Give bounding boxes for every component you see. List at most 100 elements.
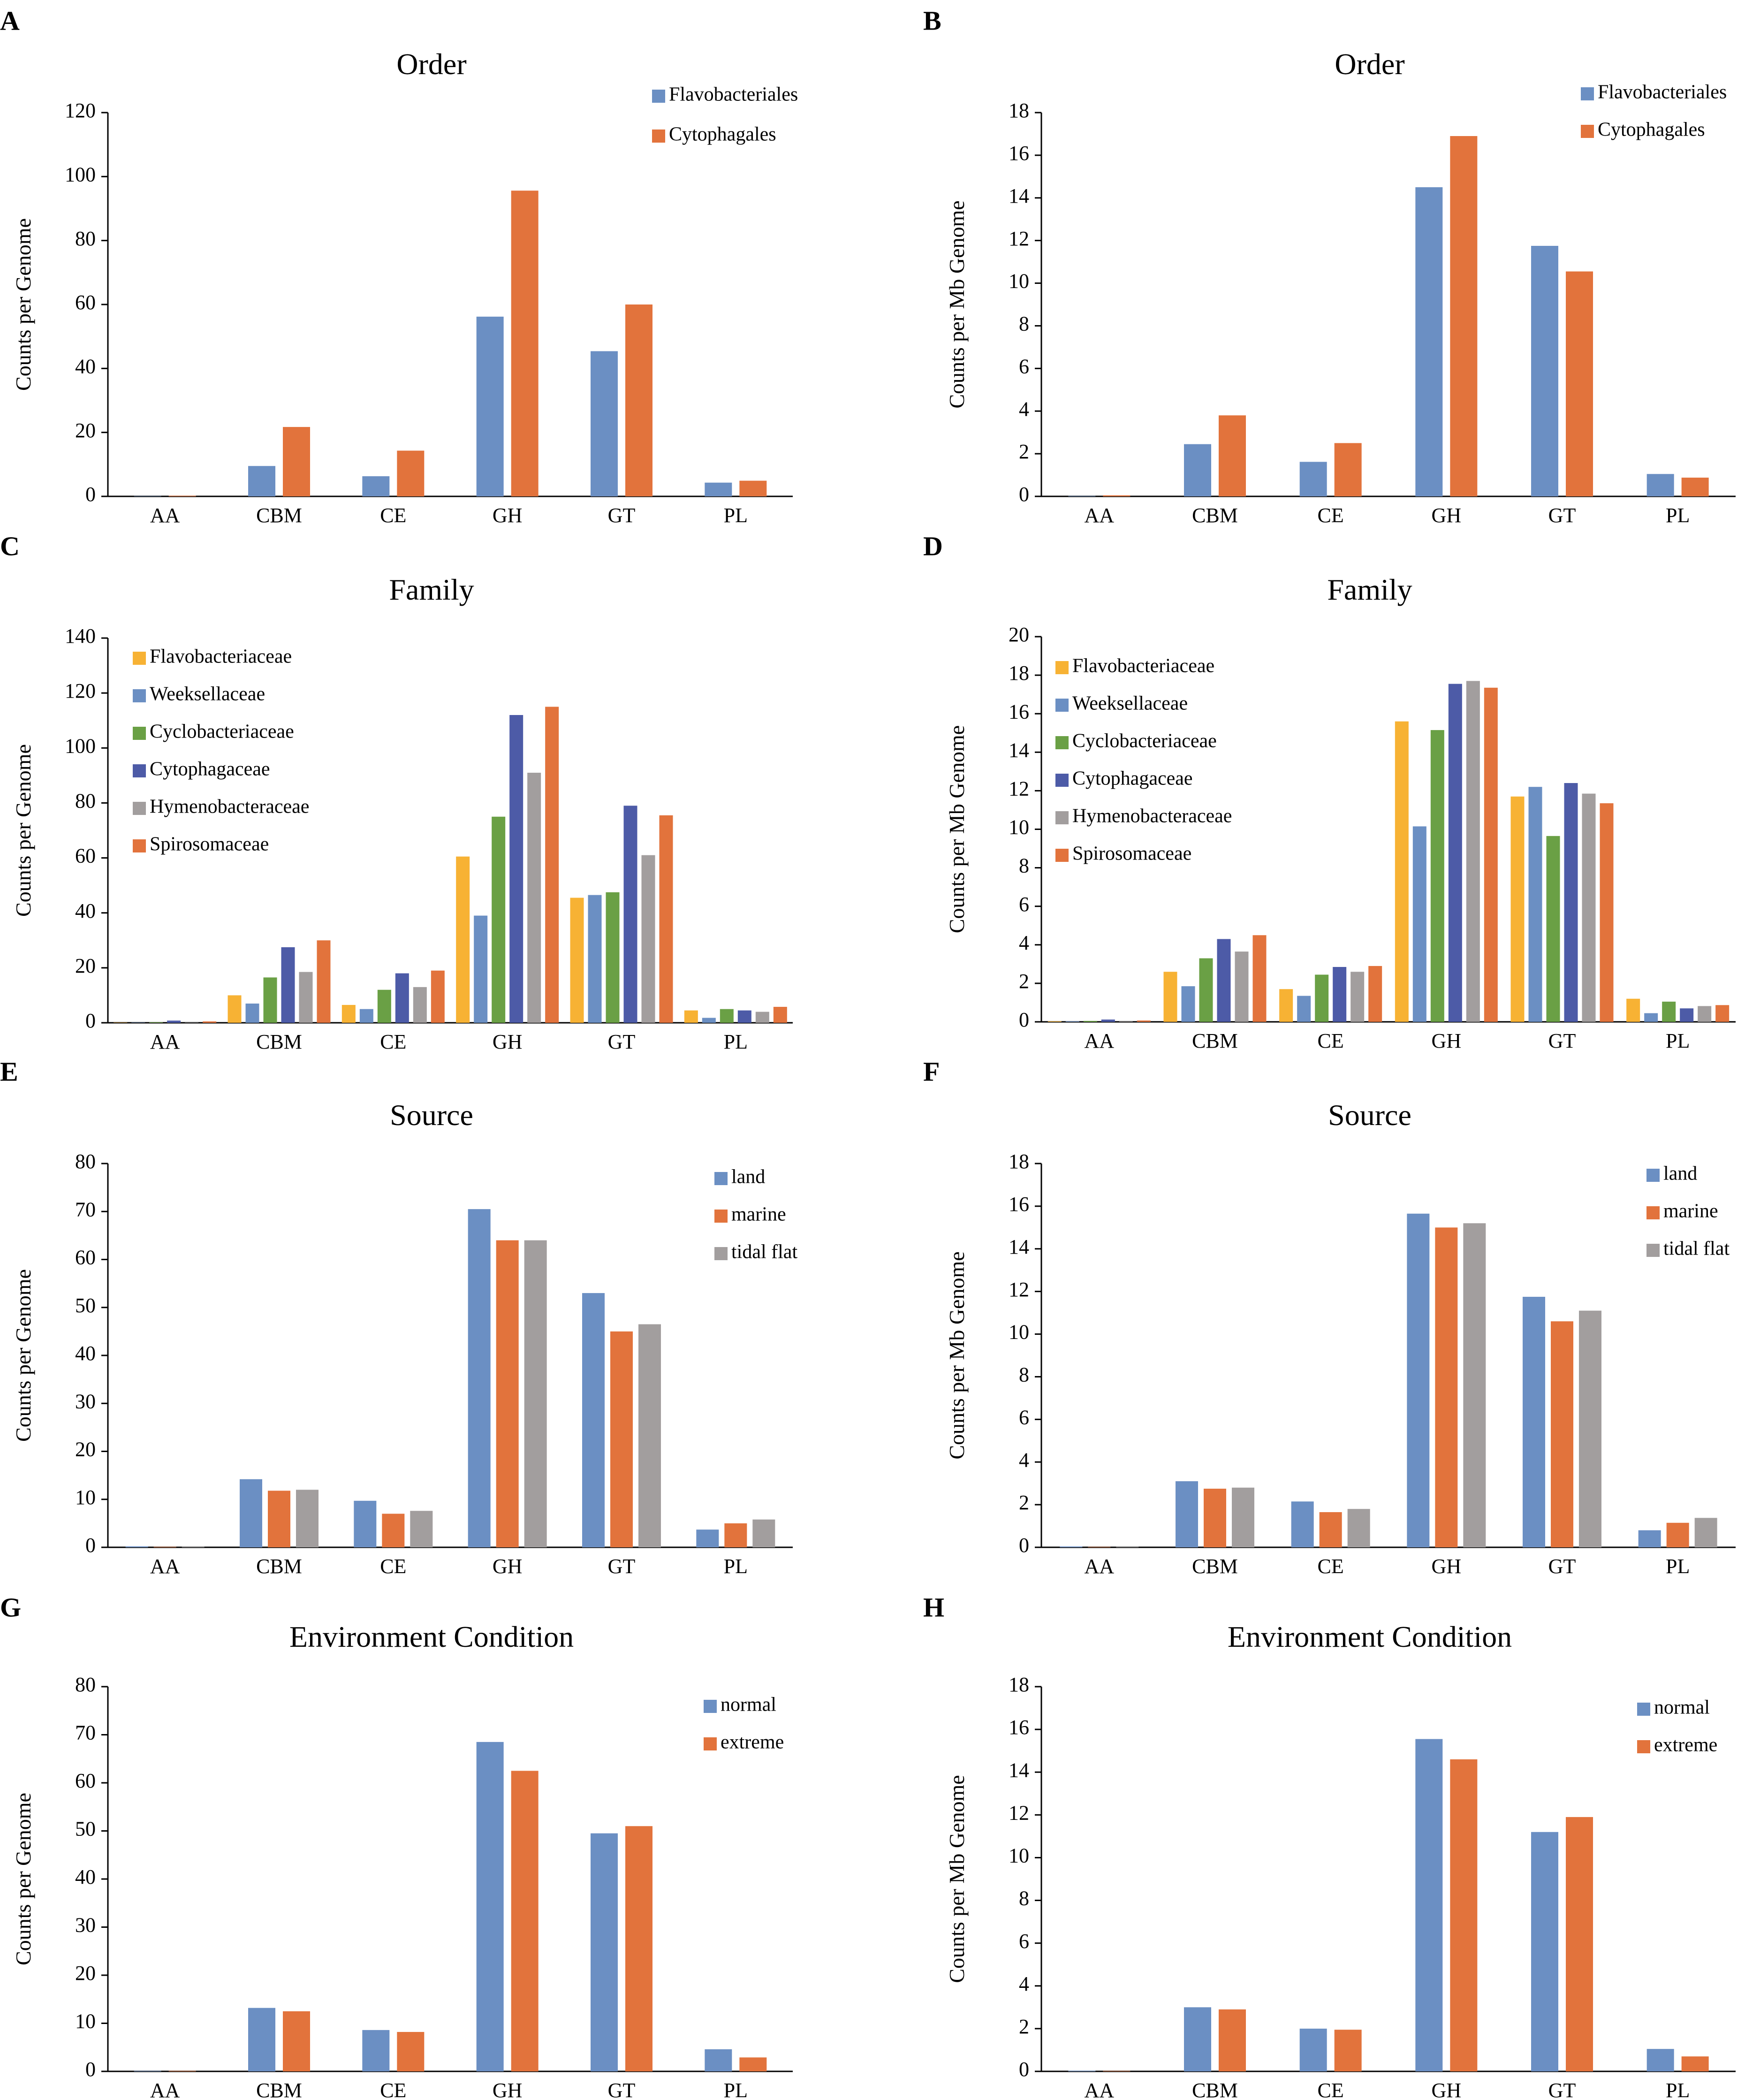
legend: normal extreme — [1637, 1697, 1717, 1756]
bar-ce-2 — [1334, 2030, 1362, 2071]
bar-cbm-2 — [245, 1004, 259, 1023]
legend-label: land — [1663, 1163, 1697, 1185]
y-tick-label: 12 — [1009, 227, 1029, 250]
bar-gh-4 — [1448, 684, 1462, 1022]
legend-label: marine — [731, 1204, 786, 1225]
y-tick-label: 18 — [1009, 1150, 1029, 1173]
bar-ce-2 — [1334, 443, 1362, 496]
bar-cbm-5 — [299, 972, 313, 1023]
bar-aa-4 — [1101, 1020, 1115, 1022]
x-category-label: CBM — [1192, 1029, 1238, 1052]
y-tick-label: 50 — [75, 1818, 96, 1841]
bar-ce-1 — [354, 1500, 377, 1547]
legend-swatch — [133, 764, 146, 777]
y-tick-label: 60 — [75, 1769, 96, 1792]
x-category-label: CBM — [256, 1555, 302, 1578]
bar-gt-1 — [1510, 796, 1525, 1022]
x-category-label: GH — [1432, 1029, 1462, 1052]
bar-gh-3 — [1430, 730, 1444, 1022]
y-tick-label: 12 — [1009, 1801, 1029, 1824]
legend-swatch — [1646, 1169, 1660, 1182]
y-tick-label: 20 — [75, 1438, 96, 1461]
y-tick-label: 120 — [65, 679, 96, 702]
bar-cbm-4 — [1217, 939, 1231, 1022]
bar-gt-4 — [623, 806, 637, 1023]
x-category-label: GT — [1548, 504, 1576, 527]
bar-ce-6 — [1368, 966, 1382, 1022]
bar-gh-2 — [1450, 136, 1478, 496]
chart-title: Family — [1327, 573, 1412, 606]
bar-aa-2 — [1103, 495, 1130, 496]
y-tick-label: 8 — [1019, 1887, 1029, 1910]
legend-label: Cytophagales — [669, 124, 776, 145]
bar-ce-1 — [1291, 1501, 1314, 1547]
bar-gh-2 — [1435, 1227, 1458, 1547]
bar-cbm-5 — [1235, 951, 1249, 1022]
x-category-label: CBM — [256, 504, 302, 527]
bar-ce-2 — [1297, 996, 1311, 1022]
y-tick-label: 140 — [65, 624, 96, 647]
legend-swatch — [1055, 736, 1069, 749]
legend-swatch — [1055, 774, 1069, 787]
bar-ce-1 — [341, 1004, 356, 1023]
bar-cbm-1 — [1184, 2007, 1211, 2071]
x-category-label: PL — [724, 504, 748, 527]
x-category-label: PL — [1666, 1555, 1690, 1578]
y-tick-label: 4 — [1019, 1448, 1029, 1471]
bar-ce-4 — [395, 973, 409, 1023]
legend-label: extreme — [1654, 1735, 1717, 1756]
bar-gt-3 — [1546, 836, 1560, 1022]
x-category-label: CE — [380, 504, 406, 527]
bar-gh-2 — [496, 1240, 519, 1547]
y-axis-title: Counts per Mb Genome — [945, 200, 969, 408]
y-tick-label: 30 — [75, 1914, 96, 1937]
bar-ce-5 — [1350, 972, 1365, 1022]
bar-cbm-2 — [268, 1491, 290, 1547]
y-tick-label: 0 — [85, 2058, 96, 2081]
y-axis-title: Counts per Genome — [11, 1269, 35, 1442]
bar-gt-5 — [641, 855, 655, 1023]
legend-label: tidal flat — [1663, 1238, 1730, 1260]
y-tick-label: 10 — [1009, 1844, 1029, 1867]
bar-gh-6 — [545, 707, 559, 1023]
y-tick-label: 14 — [1009, 1235, 1029, 1258]
bar-aa-2 — [1065, 1021, 1079, 1022]
bar-ce-1 — [1279, 989, 1293, 1022]
legend-swatch — [133, 689, 146, 702]
bar-gh-1 — [1415, 187, 1443, 496]
x-category-label: CBM — [256, 2079, 302, 2100]
bar-pl-1 — [705, 2049, 732, 2071]
y-tick-label: 4 — [1019, 931, 1029, 954]
bar-aa-1 — [1060, 1546, 1083, 1547]
bar-pl-2 — [1681, 2056, 1709, 2071]
legend-swatch — [133, 802, 146, 815]
bar-cbm-1 — [248, 2008, 275, 2071]
y-tick-label: 70 — [75, 1198, 96, 1221]
bar-pl-1 — [1646, 474, 1674, 496]
bar-ce-3 — [410, 1511, 433, 1547]
y-tick-label: 14 — [1009, 1758, 1029, 1781]
legend-swatch — [1055, 699, 1069, 712]
bar-aa-1 — [125, 1546, 148, 1547]
x-category-label: CBM — [256, 1030, 302, 1053]
y-tick-label: 4 — [1019, 1972, 1029, 1995]
bar-pl-1 — [1646, 2049, 1674, 2071]
bar-cbm-2 — [1219, 2009, 1246, 2071]
chart-title: Order — [396, 47, 466, 81]
legend-swatch — [133, 839, 146, 852]
bar-aa-2 — [131, 1022, 145, 1023]
bar-ce-2 — [382, 1514, 405, 1547]
chart-title: Source — [1328, 1098, 1411, 1132]
legend: Flavobacteriaceae Weeksellaceae Cyclobacte… — [133, 646, 309, 855]
y-tick-label: 10 — [75, 2010, 96, 2033]
bar-pl-1 — [696, 1529, 719, 1547]
bar-ce-5 — [413, 987, 427, 1023]
bar-gt-1 — [570, 898, 584, 1023]
legend-swatch — [1637, 1740, 1650, 1753]
bar-cbm-2 — [283, 427, 310, 496]
bar-cbm-4 — [281, 947, 295, 1023]
legend-swatch — [1581, 87, 1594, 100]
y-tick-label: 80 — [75, 227, 96, 250]
x-category-label: AA — [1085, 504, 1115, 527]
